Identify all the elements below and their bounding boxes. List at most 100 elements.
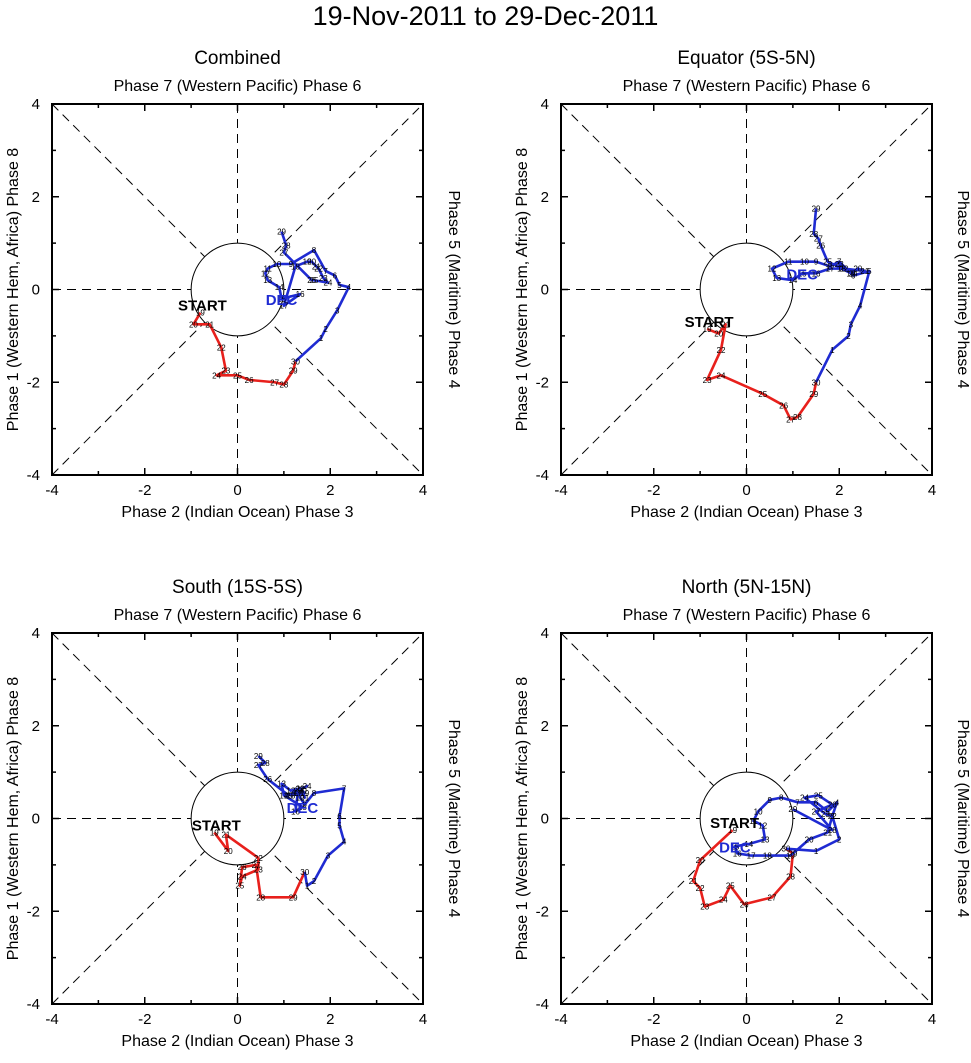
day-label: 17 [279,302,288,311]
day-label: 24 [717,371,726,380]
trajectory-nov [192,312,297,386]
day-label: 23 [703,376,712,385]
day-label: 28 [256,893,265,902]
day-label: 22 [314,265,323,274]
day-label: 13 [761,835,770,844]
start-label: START [710,815,759,832]
day-label: 26 [238,863,247,872]
start-label: START [685,314,734,331]
day-label: 29 [788,805,797,814]
left-phase-label: Phase 1 (Western Hem, Africa) Phase 8 [514,677,531,960]
trajectory-nov [691,829,795,908]
x-tick-label: 2 [835,482,843,499]
y-tick-label: -4 [27,467,40,484]
day-label: 5 [825,808,830,817]
amplitude-circle [190,242,285,337]
day-label: 22 [828,812,837,821]
y-tick-label: 4 [541,625,549,642]
x-tick-label: 4 [928,482,936,499]
day-label: 25 [235,882,244,891]
x-tick-label: 4 [928,1011,936,1028]
day-label: 19 [303,258,312,267]
panel-title: Equator (5S-5N) [677,48,815,69]
day-label: 10 [296,794,305,803]
day-label: 21 [860,267,869,276]
trajectory-nov [705,322,818,421]
y-tick-label: 0 [541,811,549,828]
left-phase-label: Phase 1 (Western Hem, Africa) Phase 8 [5,148,22,431]
day-label: 26 [245,376,254,385]
dec-label: DEC [287,800,319,817]
y-tick-label: 0 [32,282,40,299]
day-label: 11 [784,258,793,267]
y-tick-label: 2 [32,718,40,735]
start-label: START [178,298,227,315]
x-tick-label: 0 [742,482,750,499]
amplitude-circle [699,242,794,337]
day-label: 2 [846,332,851,341]
day-label: 24 [800,794,809,803]
day-label: 26 [828,801,837,810]
day-label: 29 [289,367,298,376]
day-label: 23 [293,787,302,796]
day-label: 4 [835,798,840,807]
dec-label: DEC [719,839,751,856]
day-label: 24 [849,269,858,278]
day-label: 29 [289,893,298,902]
day-label: 29 [809,390,818,399]
day-label: 5 [867,267,872,276]
day-label: 4 [347,283,352,292]
panel-title: South (15S-5S) [172,577,303,598]
day-label: 17 [826,265,835,274]
day-label: 11 [296,784,305,793]
day-label: 15 [730,842,739,851]
right-phase-label: Phase 5 (Maritime) Phase 4 [445,719,462,917]
day-label: 30 [300,868,309,877]
trajectory-dec [264,231,351,363]
day-label: 5 [337,821,342,830]
day-label: 30 [291,357,300,366]
right-phase-label: Phase 5 (Maritime) Phase 4 [954,190,971,388]
day-label: 1 [814,847,819,856]
bottom-phase-label: Phase 2 (Indian Ocean) Phase 3 [630,1033,862,1050]
top-phase-label: Phase 7 (Western Pacific) Phase 6 [114,607,362,624]
day-label: 26 [307,276,316,285]
day-label: 18 [291,262,300,271]
day-label: 20 [298,787,307,796]
day-label: 19 [210,828,219,837]
day-label: 27 [812,808,821,817]
day-label: 19 [728,826,737,835]
day-label: 20 [853,265,862,274]
day-label: 21 [205,320,214,329]
day-label: 7 [837,258,842,267]
day-label: 16 [291,808,300,817]
y-tick-label: 4 [32,96,40,113]
x-tick-label: 2 [326,1011,334,1028]
day-label: 16 [812,269,821,278]
day-label: 26 [779,401,788,410]
day-label: 28 [279,381,288,390]
day-label: 23 [835,260,844,269]
amplitude-circle [699,771,794,866]
day-label: 13 [277,780,286,789]
y-tick-label: 2 [541,718,549,735]
day-label: 23 [254,866,263,875]
day-label: 12 [286,787,295,796]
day-label: 12 [768,265,777,274]
day-label: 6 [337,812,342,821]
day-label: 7 [342,784,347,793]
x-tick-label: 0 [233,482,241,499]
day-label: 27 [252,861,261,870]
day-label: 13 [263,276,272,285]
day-label: 25 [823,258,832,267]
y-tick-label: -4 [536,996,549,1013]
day-label: 21 [300,794,309,803]
day-label: 22 [839,265,848,274]
day-label: 15 [798,269,807,278]
day-label: 18 [837,265,846,274]
panel-title: Combined [194,48,281,69]
day-label: 14 [275,283,284,292]
